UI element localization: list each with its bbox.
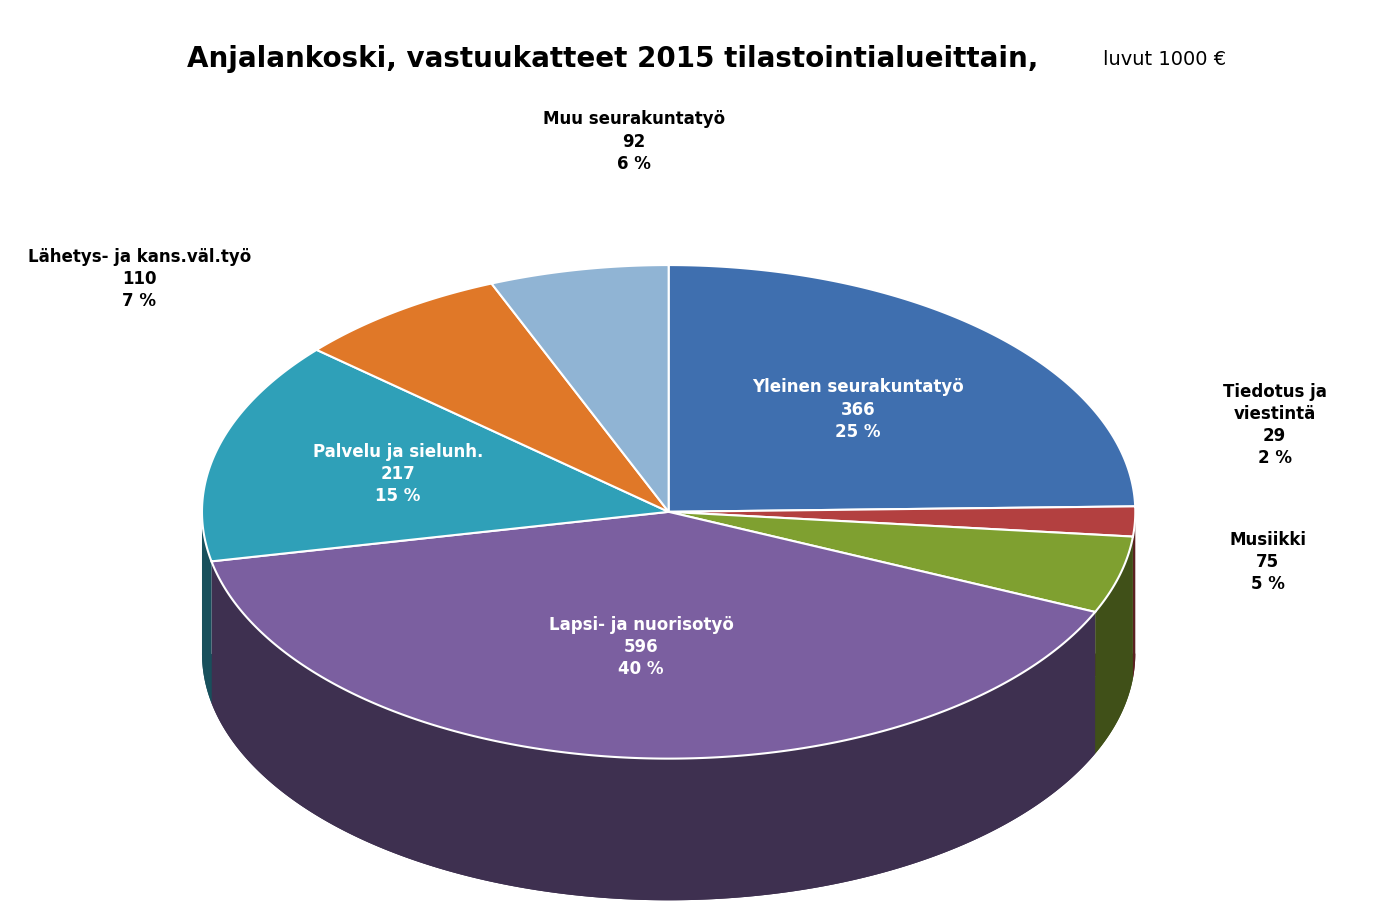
Polygon shape xyxy=(492,265,669,512)
Text: Lapsi- ja nuorisotyö
596
40 %: Lapsi- ja nuorisotyö 596 40 % xyxy=(549,616,734,678)
Text: luvut 1000 €: luvut 1000 € xyxy=(1103,50,1226,69)
Polygon shape xyxy=(1095,537,1133,754)
Polygon shape xyxy=(1133,512,1135,678)
Polygon shape xyxy=(669,506,1135,537)
Polygon shape xyxy=(202,654,669,703)
Polygon shape xyxy=(212,654,1095,900)
Text: Musiikki
75
5 %: Musiikki 75 5 % xyxy=(1229,531,1307,593)
Polygon shape xyxy=(212,561,1095,900)
Polygon shape xyxy=(669,654,1135,678)
Polygon shape xyxy=(316,283,669,512)
Text: Lähetys- ja kans.väl.työ
110
7 %: Lähetys- ja kans.väl.työ 110 7 % xyxy=(28,248,251,310)
Text: Anjalankoski, vastuukatteet 2015 tilastointialueittain,: Anjalankoski, vastuukatteet 2015 tilasto… xyxy=(187,46,1039,73)
Polygon shape xyxy=(669,512,1133,612)
Text: Palvelu ja sielunh.
217
15 %: Palvelu ja sielunh. 217 15 % xyxy=(312,443,483,505)
Polygon shape xyxy=(202,512,212,703)
Polygon shape xyxy=(669,654,1133,754)
Polygon shape xyxy=(212,512,1095,759)
Text: Muu seurakuntatyö
92
6 %: Muu seurakuntatyö 92 6 % xyxy=(543,111,724,173)
Polygon shape xyxy=(669,265,1135,512)
Polygon shape xyxy=(202,350,669,561)
Text: Tiedotus ja
viestintä
29
2 %: Tiedotus ja viestintä 29 2 % xyxy=(1223,383,1326,467)
Text: Yleinen seurakuntatyö
366
25 %: Yleinen seurakuntatyö 366 25 % xyxy=(752,378,964,441)
